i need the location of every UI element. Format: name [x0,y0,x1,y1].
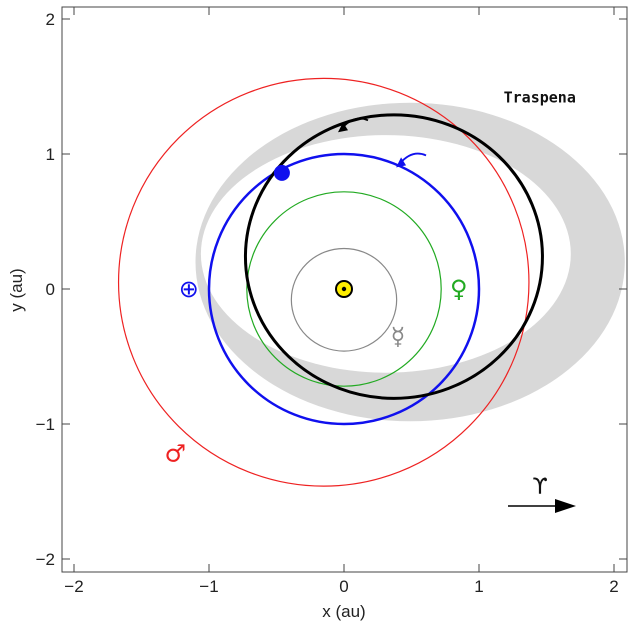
y-tick-label: 0 [46,280,55,299]
x-tick-label: 1 [474,577,483,596]
x-tick-label: −2 [64,577,83,596]
direction-arrowhead [396,157,407,168]
tick-layer: −2 −2 −1 −1 0 0 1 1 2 2 [36,7,627,596]
y-axis-title: y (au) [7,268,26,311]
mars-orbit [117,77,530,487]
venus-icon: ♀ [450,275,468,303]
sun-center-dot [341,286,347,292]
x-axis-title: x (au) [322,602,365,621]
mars-icon: ♂ [164,440,186,468]
uncertainty-layer [195,102,625,422]
earth-icon: ⊕ [179,275,199,303]
aries-icon: ϒ [532,475,547,500]
orbit-layer [117,77,544,487]
y-tick-label: −2 [36,550,55,569]
x-tick-label: 2 [609,577,618,596]
label-layer: ☿ ♀ ⊕ ♂ Traspena [164,89,575,468]
x-tick-label: 0 [339,577,348,596]
y-tick-label: 2 [46,10,55,29]
traspena-label: Traspena [504,89,576,107]
vernal-equinox-arrowhead [555,499,576,513]
y-tick-label: 1 [46,145,55,164]
mercury-icon: ☿ [391,322,406,350]
venus-orbit [246,191,442,387]
direction-arrowhead [338,122,348,133]
mercury-orbit [290,247,398,352]
earth-position-marker [273,164,290,181]
traspena-orbit [243,113,544,400]
vernal-equinox-indicator: ϒ [508,475,576,513]
y-tick-label: −1 [36,415,55,434]
x-tick-label: −1 [199,577,218,596]
earth-orbit [207,152,481,426]
